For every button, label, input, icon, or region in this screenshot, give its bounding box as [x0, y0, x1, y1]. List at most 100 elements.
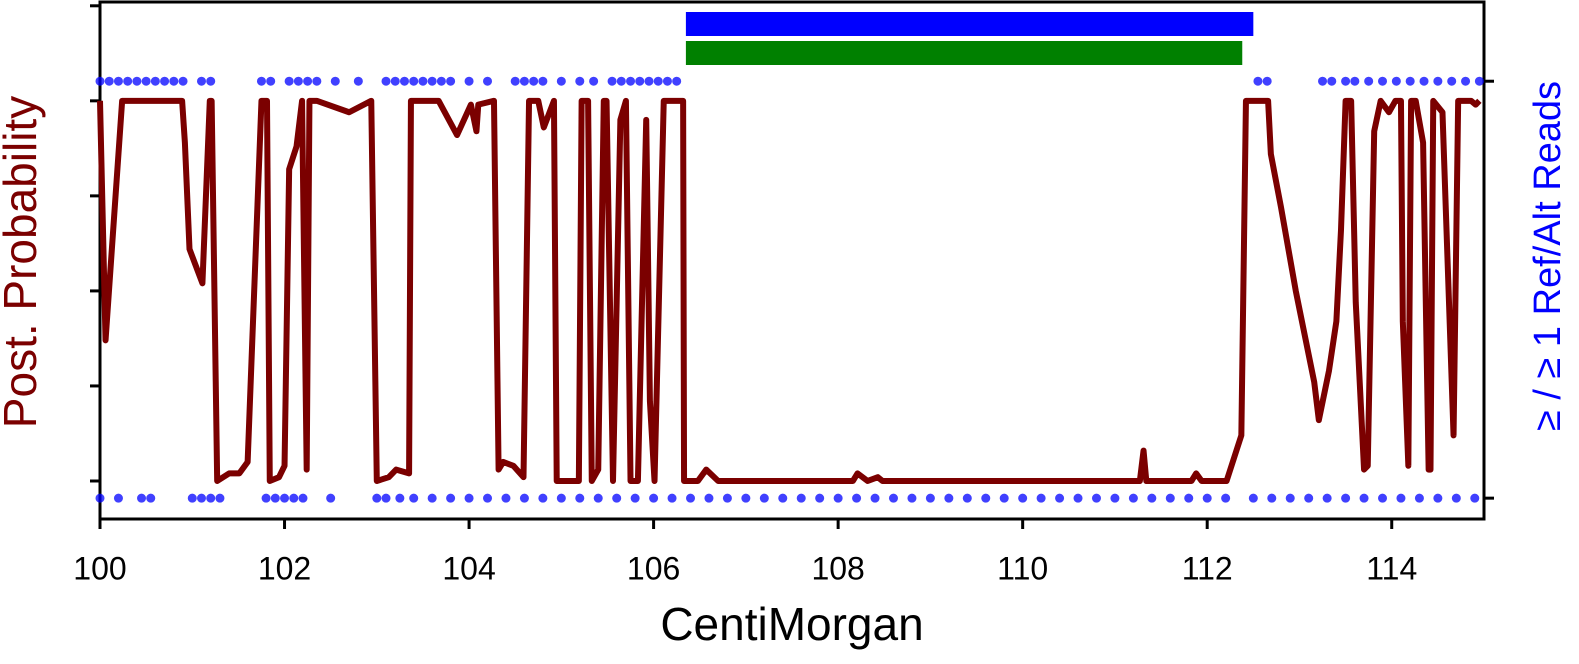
- read-point: [399, 76, 409, 86]
- read-point: [607, 76, 617, 86]
- read-point: [1396, 493, 1406, 503]
- read-point: [1474, 76, 1484, 86]
- read-point: [1350, 76, 1360, 86]
- read-point: [1165, 493, 1175, 503]
- read-point: [372, 493, 382, 503]
- read-point: [427, 76, 437, 86]
- read-point: [888, 493, 898, 503]
- read-point: [575, 493, 585, 503]
- read-point: [1221, 493, 1231, 503]
- read-point: [1391, 76, 1401, 86]
- read-point: [649, 493, 659, 503]
- read-point: [196, 493, 206, 503]
- read-point: [510, 76, 520, 86]
- read-point: [519, 493, 529, 503]
- read-point: [519, 76, 529, 86]
- read-point: [196, 76, 206, 86]
- read-point: [1128, 493, 1138, 503]
- read-point: [501, 493, 511, 503]
- read-point: [95, 76, 105, 86]
- read-point: [1285, 493, 1295, 503]
- read-point: [870, 493, 880, 503]
- read-point: [206, 493, 216, 503]
- read-point: [141, 76, 151, 86]
- read-point: [446, 493, 456, 503]
- read-point: [1322, 493, 1332, 503]
- read-point: [215, 493, 225, 503]
- read-point: [1341, 76, 1351, 86]
- read-point: [312, 76, 322, 86]
- read-point: [303, 76, 313, 86]
- read-point: [280, 493, 290, 503]
- read-point: [256, 76, 266, 86]
- probability-line: [97, 97, 1482, 484]
- x-tick-label: 110: [997, 550, 1048, 586]
- read-point: [556, 76, 566, 86]
- x-tick-label: 100: [73, 550, 126, 586]
- read-point: [778, 493, 788, 503]
- read-point: [1110, 493, 1120, 503]
- read-point: [381, 76, 391, 86]
- read-point: [330, 76, 340, 86]
- read-point: [206, 76, 216, 86]
- read-point: [1451, 493, 1461, 503]
- read-point: [529, 76, 539, 86]
- read-point: [1073, 493, 1083, 503]
- read-point: [667, 493, 677, 503]
- read-point: [1184, 493, 1194, 503]
- y-axis-title: Post. Probability: [0, 96, 46, 428]
- read-point: [556, 493, 566, 503]
- read-point: [427, 493, 437, 503]
- segment-bar: [685, 41, 1243, 65]
- read-point: [907, 493, 917, 503]
- read-point: [266, 76, 276, 86]
- read-point: [662, 76, 672, 86]
- x-tick-label: 114: [1366, 550, 1417, 586]
- read-point: [146, 493, 156, 503]
- read-point: [160, 76, 170, 86]
- read-point: [653, 76, 663, 86]
- read-point: [353, 76, 363, 86]
- read-point: [612, 493, 622, 503]
- read-point: [1248, 493, 1258, 503]
- read-point: [1359, 493, 1369, 503]
- read-point: [1433, 76, 1443, 86]
- read-point: [925, 493, 935, 503]
- read-point: [686, 493, 696, 503]
- read-point: [483, 493, 493, 503]
- read-point: [593, 493, 603, 503]
- read-point: [132, 76, 142, 86]
- read-point: [113, 493, 123, 503]
- read-point: [1419, 76, 1429, 86]
- read-point: [187, 493, 197, 503]
- read-point: [538, 493, 548, 503]
- read-point: [1447, 76, 1457, 86]
- read-point: [1470, 493, 1480, 503]
- read-point: [1378, 76, 1388, 86]
- y2-axis-title: ≥ / ≥ 1 Ref/Alt Reads: [1527, 81, 1569, 431]
- read-point: [635, 76, 645, 86]
- read-point: [1405, 76, 1415, 86]
- segment-bar: [685, 12, 1254, 36]
- read-point: [446, 76, 456, 86]
- read-point: [1147, 493, 1157, 503]
- plot-frame: [98, 0, 1486, 521]
- read-point: [962, 493, 972, 503]
- read-point: [644, 76, 654, 86]
- read-point: [630, 493, 640, 503]
- read-point: [1018, 493, 1028, 503]
- read-point: [626, 76, 636, 86]
- read-point: [261, 493, 271, 503]
- read-point: [104, 76, 114, 86]
- read-point: [1267, 493, 1277, 503]
- x-tick-label: 112: [1182, 550, 1233, 586]
- read-point: [483, 76, 493, 86]
- read-point: [95, 493, 105, 503]
- read-point: [1327, 76, 1337, 86]
- read-point: [616, 76, 626, 86]
- read-point: [409, 76, 419, 86]
- read-point: [575, 76, 585, 86]
- read-point: [464, 493, 474, 503]
- read-point: [1262, 76, 1272, 86]
